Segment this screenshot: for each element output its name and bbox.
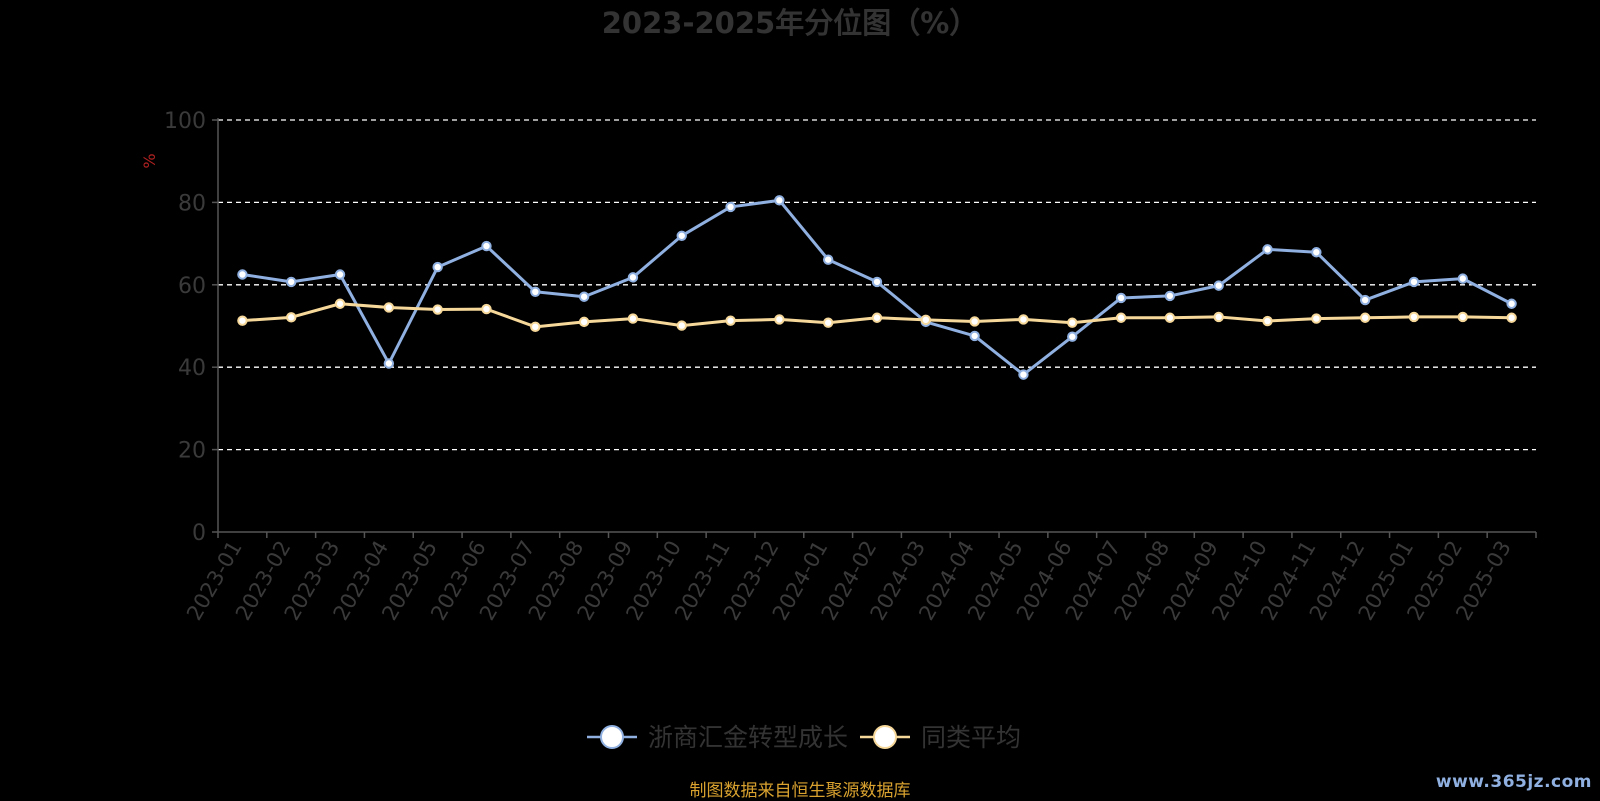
data-point (530, 321, 541, 333)
data-point (1506, 298, 1517, 309)
legend-marker (600, 725, 624, 749)
data-point (1164, 312, 1176, 323)
y-tick-label: 20 (178, 439, 206, 464)
legend-item-2: 同类平均 (860, 723, 1021, 752)
data-point (871, 276, 883, 288)
data-point (871, 312, 883, 323)
y-tick-label: 80 (178, 191, 206, 216)
data-point (920, 314, 932, 326)
data-point (1359, 294, 1371, 306)
data-point (237, 269, 248, 280)
data-point (627, 313, 639, 324)
data-point (822, 317, 834, 328)
data-point (481, 240, 492, 252)
data-point (1164, 290, 1176, 302)
data-point (1408, 276, 1420, 288)
data-point (1018, 369, 1029, 380)
watermark: www.365jz.com (1435, 772, 1592, 792)
y-tick-label: 60 (178, 274, 206, 299)
chart-title: 2023-2025年分位图（%） (602, 6, 979, 40)
data-point (286, 276, 297, 288)
y-axis-label: % (140, 153, 159, 168)
data-point (334, 298, 346, 309)
data-point (1311, 313, 1322, 324)
legend-label: 同类平均 (921, 723, 1021, 752)
data-point (1115, 292, 1127, 304)
data-point (1506, 312, 1517, 323)
data-point (969, 316, 980, 327)
data-point (774, 314, 785, 325)
data-point (432, 304, 443, 315)
legend-marker (873, 725, 897, 749)
data-point (1457, 311, 1468, 323)
data-point (481, 303, 492, 315)
data-point (383, 302, 395, 313)
data-point (1457, 273, 1468, 284)
data-point (1213, 280, 1224, 291)
data-point (530, 286, 541, 298)
data-point (286, 312, 297, 323)
data-point (1408, 311, 1420, 323)
legend-item-1: 浙商汇金转型成长 (587, 723, 848, 752)
data-point (1213, 311, 1224, 323)
data-point (1018, 314, 1029, 325)
legend-label: 浙商汇金转型成长 (648, 723, 848, 752)
data-point (822, 254, 834, 265)
data-source-note: 制图数据来自恒生聚源数据库 (689, 781, 911, 801)
data-point (432, 261, 443, 273)
data-point (237, 315, 248, 326)
data-point (676, 320, 687, 331)
data-point (578, 316, 590, 328)
y-tick-label: 40 (178, 356, 206, 381)
data-point (725, 315, 736, 326)
data-point (1311, 247, 1322, 258)
series-1 (237, 195, 1517, 380)
data-point (774, 195, 785, 206)
data-point (1262, 244, 1273, 255)
data-point (969, 330, 980, 342)
y-tick-label: 100 (164, 109, 206, 134)
data-point (1067, 317, 1078, 328)
data-point (383, 358, 395, 369)
data-point (1262, 315, 1273, 327)
series-lines (237, 195, 1517, 380)
y-tick-label: 0 (192, 521, 206, 546)
data-point (1115, 312, 1127, 323)
series-2 (237, 298, 1517, 333)
data-point (725, 201, 736, 213)
legend: 浙商汇金转型成长 同类平均 (587, 723, 1021, 752)
data-point (578, 291, 590, 302)
series-line (242, 198, 1513, 377)
data-point (1067, 331, 1078, 342)
data-point (1359, 312, 1371, 323)
data-point (676, 230, 687, 241)
data-point (627, 272, 639, 283)
data-point (334, 269, 346, 280)
